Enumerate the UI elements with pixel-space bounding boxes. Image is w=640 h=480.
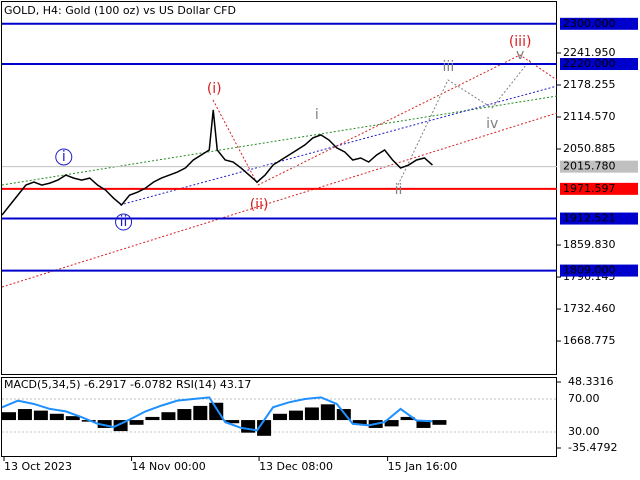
wave-label: v — [516, 47, 524, 63]
wave-label: iii — [443, 59, 455, 75]
y-tick-label: 2178.255 — [563, 78, 616, 91]
x-tick-label: 13 Dec 08:00 — [259, 460, 333, 473]
level-label: 1809.000 — [563, 264, 616, 277]
trend-line — [119, 85, 558, 206]
rsi-line — [1, 396, 433, 432]
macd-bar — [432, 420, 447, 425]
indicator-frame — [1, 377, 557, 457]
wave-label: (ii) — [250, 197, 269, 213]
level-box — [560, 17, 638, 30]
macd-bar — [2, 412, 16, 421]
macd-bar — [193, 405, 208, 421]
macd-bar — [320, 404, 335, 421]
macd-bar — [352, 420, 367, 425]
indicator-title: MACD(5,34,5) -6.2917 -6.0782 RSI(14) 43.… — [4, 378, 251, 391]
x-tick-label: 15 Jan 16:00 — [388, 460, 458, 473]
last-price-box — [560, 160, 638, 173]
level-label: 2300.000 — [563, 17, 616, 30]
macd-bar — [241, 420, 256, 433]
last-price-label: 2015.780 — [563, 160, 616, 173]
wave-circle — [115, 213, 133, 231]
macd-bar — [209, 402, 224, 421]
y-tick-label: 2050.885 — [563, 142, 616, 155]
macd-bar — [17, 409, 32, 421]
macd-bar — [225, 420, 240, 424]
macd-bar — [129, 420, 144, 425]
level-box — [560, 182, 638, 195]
wave-circle — [55, 148, 73, 166]
macd-bar — [384, 420, 399, 427]
wave-label: i — [315, 107, 319, 123]
y2-tick-label: -35.4792 — [568, 441, 617, 454]
macd-bar — [400, 416, 415, 421]
price-line — [1, 109, 433, 216]
macd-bar — [273, 413, 288, 421]
macd-bar — [65, 416, 80, 421]
y-tick-label: 1668.775 — [563, 334, 616, 347]
macd-bar — [113, 420, 128, 432]
trend-line — [1, 112, 558, 288]
macd-bar — [177, 409, 192, 421]
macd-bar — [49, 413, 64, 421]
y-tick-label: 30.00 — [568, 425, 600, 438]
macd-bar — [161, 412, 176, 421]
macd-bar — [416, 420, 431, 428]
wave-label: iv — [486, 116, 498, 132]
level-label: 1912.521 — [563, 212, 616, 225]
level-label: 2220.000 — [563, 57, 616, 70]
y-tick-label: 1732.460 — [563, 302, 616, 315]
wave-label: i — [62, 149, 66, 165]
y2-tick-label: 48.3316 — [568, 375, 614, 388]
macd-bar — [33, 410, 48, 421]
trend-lines — [1, 54, 558, 288]
y-tick-label: 1859.830 — [563, 238, 616, 251]
wave-label: ii — [120, 214, 128, 230]
y-tick-label: 2241.950 — [563, 46, 616, 59]
macd-bar — [288, 410, 303, 421]
x-tick-label: 14 Nov 00:00 — [132, 460, 206, 473]
chart-title: GOLD, H4: Gold (100 oz) vs US Dollar CFD — [4, 4, 236, 17]
wave-label: ii — [395, 182, 403, 198]
level-box — [560, 212, 638, 225]
wave-path — [212, 54, 558, 186]
level-label: 1971.597 — [563, 182, 616, 195]
level-box — [560, 264, 638, 277]
x-tick-label: 13 Oct 2023 — [4, 460, 72, 473]
macd-bar — [97, 420, 112, 428]
y-tick-label: 2114.570 — [563, 110, 616, 123]
macd-bar — [336, 409, 351, 421]
y-tick-label: 70.00 — [568, 392, 600, 405]
level-box — [560, 58, 638, 71]
macd-bar — [304, 407, 319, 421]
wave-label: (iii) — [509, 34, 532, 50]
macd-bar — [145, 416, 160, 421]
wave-label: (i) — [207, 81, 222, 97]
